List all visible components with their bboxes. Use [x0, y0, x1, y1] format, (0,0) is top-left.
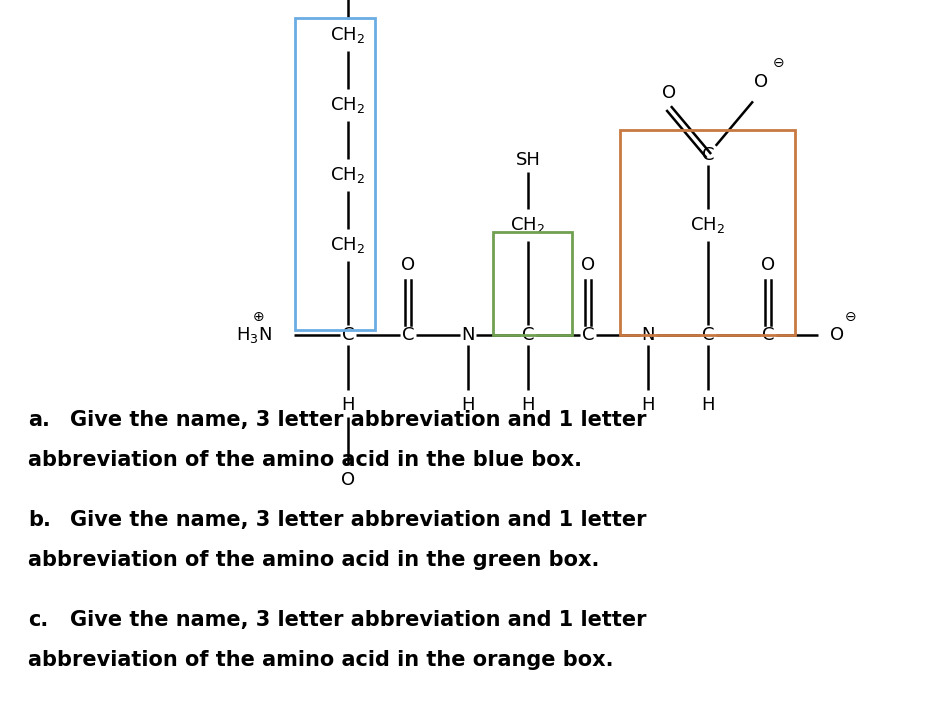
Text: Give the name, 3 letter abbreviation and 1 letter: Give the name, 3 letter abbreviation and… — [70, 510, 646, 530]
Text: abbreviation of the amino acid in the green box.: abbreviation of the amino acid in the gr… — [28, 550, 600, 570]
Text: O: O — [401, 256, 415, 274]
Text: c.: c. — [28, 610, 48, 630]
Text: H: H — [521, 396, 534, 414]
Text: Give the name, 3 letter abbreviation and 1 letter: Give the name, 3 letter abbreviation and… — [70, 610, 646, 630]
Text: C: C — [762, 326, 775, 344]
Text: O: O — [761, 256, 776, 274]
Text: b.: b. — [28, 510, 51, 530]
Text: O: O — [341, 471, 355, 489]
Text: O: O — [662, 84, 677, 102]
Text: abbreviation of the amino acid in the blue box.: abbreviation of the amino acid in the bl… — [28, 450, 582, 470]
Text: CH$_2$: CH$_2$ — [331, 95, 366, 115]
Text: H: H — [701, 396, 715, 414]
Text: O: O — [581, 256, 595, 274]
Text: O: O — [754, 72, 768, 90]
Bar — [493, 232, 572, 335]
Text: abbreviation of the amino acid in the orange box.: abbreviation of the amino acid in the or… — [28, 650, 614, 670]
Text: C: C — [342, 326, 355, 344]
Text: N: N — [461, 326, 475, 344]
Text: C: C — [521, 326, 534, 344]
Text: C: C — [402, 326, 414, 344]
Text: CH$_2$: CH$_2$ — [510, 215, 546, 235]
Text: CH$_2$: CH$_2$ — [331, 25, 366, 45]
Text: Give the name, 3 letter abbreviation and 1 letter: Give the name, 3 letter abbreviation and… — [70, 410, 646, 430]
Text: CH$_2$: CH$_2$ — [331, 165, 366, 185]
Text: H: H — [461, 396, 475, 414]
Text: $\oplus$: $\oplus$ — [251, 310, 264, 324]
Text: C: C — [702, 146, 714, 164]
Text: SH: SH — [516, 151, 540, 169]
Text: O: O — [830, 326, 844, 344]
Text: C: C — [702, 326, 714, 344]
Text: CH$_2$: CH$_2$ — [691, 215, 725, 235]
Bar — [620, 130, 795, 335]
Text: a.: a. — [28, 410, 50, 430]
Text: CH$_2$: CH$_2$ — [331, 235, 366, 255]
Bar — [295, 18, 375, 330]
Text: H$_3$N: H$_3$N — [236, 325, 272, 345]
Text: $\ominus$: $\ominus$ — [843, 310, 857, 324]
Text: C: C — [582, 326, 594, 344]
Text: H: H — [641, 396, 654, 414]
Text: $\ominus$: $\ominus$ — [772, 56, 785, 69]
Text: N: N — [641, 326, 654, 344]
Text: H: H — [342, 396, 355, 414]
